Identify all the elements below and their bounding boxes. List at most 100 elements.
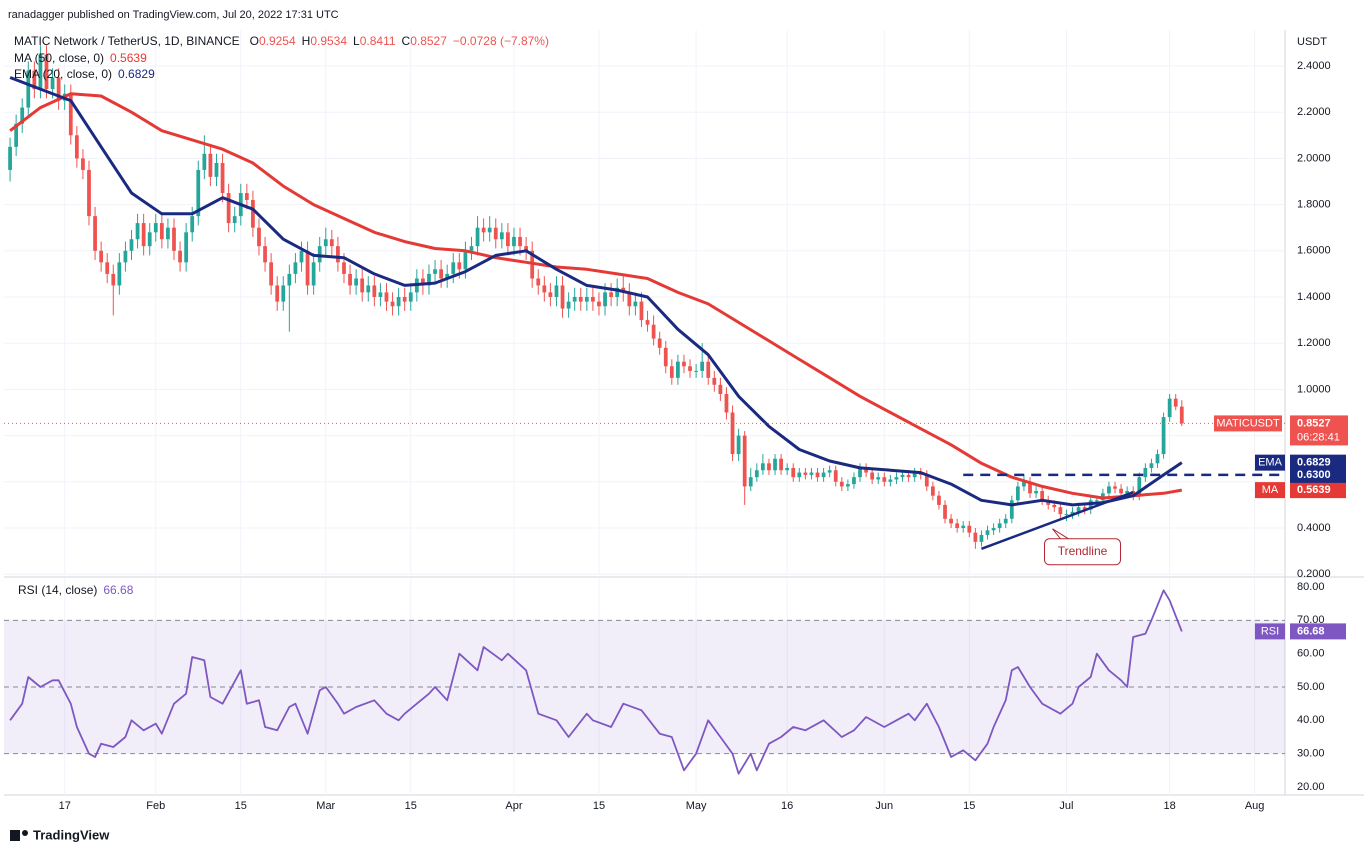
indicator-value-box — [1290, 454, 1346, 471]
candle-body — [1028, 481, 1032, 494]
candle-body — [773, 458, 777, 471]
candle-body — [639, 301, 644, 321]
x-tick-label: Mar — [316, 800, 335, 812]
ohlc-label: H — [302, 34, 311, 48]
candle-body — [724, 394, 729, 413]
candle-body — [682, 361, 686, 367]
candle-body — [821, 472, 826, 478]
countdown-label: 06:28:41 — [1297, 431, 1340, 443]
candle-body — [997, 523, 1002, 528]
ohlc-value: 0.9534 — [310, 34, 347, 48]
price-label: 0.8527 — [1297, 417, 1331, 429]
indicator-name: EMA — [1258, 457, 1283, 469]
candle-body — [390, 301, 395, 307]
candle-body — [815, 472, 820, 478]
candle-body — [87, 169, 91, 217]
candle-body — [676, 361, 680, 378]
legend-entry: MA (50, close, 0) 0.5639 — [14, 51, 147, 65]
rsi-tick-label: 40.00 — [1297, 714, 1325, 726]
candle-body — [44, 54, 49, 90]
candle-body — [196, 169, 201, 217]
candle-body — [232, 216, 237, 224]
candle-body — [317, 246, 322, 263]
candle-body — [754, 470, 759, 478]
candle-body — [906, 474, 911, 478]
candle-body — [178, 250, 182, 263]
y-tick-label: 0.4000 — [1297, 522, 1331, 534]
candle-body — [651, 324, 656, 339]
candle-body — [1040, 491, 1045, 501]
candle-body — [408, 292, 413, 302]
indicator-name: MA — [1262, 484, 1279, 496]
candle-body — [135, 223, 140, 240]
chart-header: MATIC Network / TetherUS, 1D, BINANCE O0.… — [14, 34, 549, 48]
y-tick-label: 1.2000 — [1297, 337, 1331, 349]
candle-body — [900, 474, 905, 478]
x-tick-label: Apr — [505, 800, 522, 812]
candle-body — [870, 472, 875, 480]
ohlc-value: 0.8411 — [360, 34, 396, 48]
candle-body — [421, 278, 425, 286]
candle-body — [214, 163, 219, 177]
candle-body — [8, 146, 12, 170]
candle-body — [275, 285, 280, 302]
x-tick-label: 18 — [1164, 800, 1176, 812]
candle-body — [1009, 500, 1014, 519]
candle-body — [1107, 486, 1111, 494]
candle-body — [663, 347, 668, 367]
candle-body — [348, 273, 352, 286]
x-tick-label: Jul — [1059, 800, 1073, 812]
candle-body — [785, 467, 790, 471]
candle-body — [536, 278, 541, 286]
candle-body — [287, 273, 292, 286]
candle-body — [166, 227, 170, 240]
candle-body — [1155, 454, 1160, 464]
y-tick-label: 0.2000 — [1297, 568, 1331, 580]
candle-body — [645, 320, 650, 325]
candle-body — [742, 435, 747, 487]
candle-body — [1179, 406, 1184, 424]
candle-body — [208, 153, 213, 177]
indicator-value: 0.5639 — [1297, 484, 1331, 496]
candle-body — [360, 278, 365, 293]
candle-body — [718, 384, 723, 395]
candle-body — [293, 262, 298, 274]
candle-body — [827, 470, 832, 473]
candle-body — [481, 227, 486, 233]
candle-body — [1052, 504, 1057, 508]
candle-body — [930, 486, 935, 496]
candle-body — [839, 481, 844, 487]
ma-line — [9, 76, 1183, 507]
legend-entry: RSI (14, close) 66.68 — [18, 583, 134, 597]
candle-body — [384, 292, 389, 302]
grid — [4, 30, 1285, 795]
candle-body — [1082, 507, 1087, 510]
candle-body — [1167, 398, 1172, 418]
candle-body — [949, 518, 953, 524]
candle-body — [991, 527, 996, 531]
candle-body — [779, 458, 783, 471]
indicator-name-box — [1255, 623, 1285, 640]
candle-body — [184, 232, 189, 263]
candle-body — [591, 296, 595, 302]
candle-body — [845, 484, 850, 487]
tradingview-logo — [10, 830, 28, 841]
candle-body — [81, 158, 85, 170]
candle-body — [979, 534, 984, 542]
candle-body — [615, 287, 620, 297]
candle-body — [129, 239, 134, 251]
candle-body — [257, 227, 261, 247]
rsi-tick-label: 50.00 — [1297, 681, 1325, 693]
candle-body — [512, 236, 516, 247]
candle-body — [402, 296, 407, 302]
candle-body — [396, 296, 401, 307]
candle-body — [56, 77, 61, 101]
candle-body — [973, 532, 978, 542]
x-tick-label: 15 — [593, 800, 605, 812]
candle-body — [26, 70, 31, 108]
candle-body — [147, 232, 152, 247]
candle-body — [706, 361, 711, 378]
candle-body — [572, 296, 577, 302]
